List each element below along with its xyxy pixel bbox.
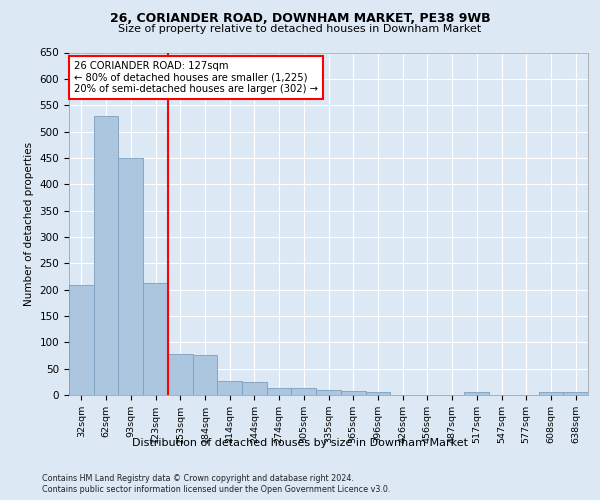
Bar — [118, 158, 143, 395]
Bar — [316, 390, 341, 395]
Text: 26 CORIANDER ROAD: 127sqm
← 80% of detached houses are smaller (1,225)
20% of se: 26 CORIANDER ROAD: 127sqm ← 80% of detac… — [74, 61, 318, 94]
Text: Contains HM Land Registry data © Crown copyright and database right 2024.: Contains HM Land Registry data © Crown c… — [42, 474, 354, 483]
Bar — [217, 382, 242, 395]
Bar — [168, 354, 193, 395]
Text: Contains public sector information licensed under the Open Government Licence v3: Contains public sector information licen… — [42, 485, 391, 494]
Y-axis label: Number of detached properties: Number of detached properties — [24, 142, 34, 306]
Bar — [341, 392, 365, 395]
Bar — [267, 388, 292, 395]
Bar — [539, 392, 563, 395]
Bar — [365, 392, 390, 395]
Text: Distribution of detached houses by size in Downham Market: Distribution of detached houses by size … — [132, 438, 468, 448]
Text: 26, CORIANDER ROAD, DOWNHAM MARKET, PE38 9WB: 26, CORIANDER ROAD, DOWNHAM MARKET, PE38… — [110, 12, 490, 26]
Bar — [94, 116, 118, 395]
Bar — [464, 392, 489, 395]
Bar — [242, 382, 267, 395]
Bar — [563, 392, 588, 395]
Bar — [193, 356, 217, 395]
Bar — [69, 286, 94, 395]
Text: Size of property relative to detached houses in Downham Market: Size of property relative to detached ho… — [118, 24, 482, 34]
Bar — [292, 388, 316, 395]
Bar — [143, 283, 168, 395]
